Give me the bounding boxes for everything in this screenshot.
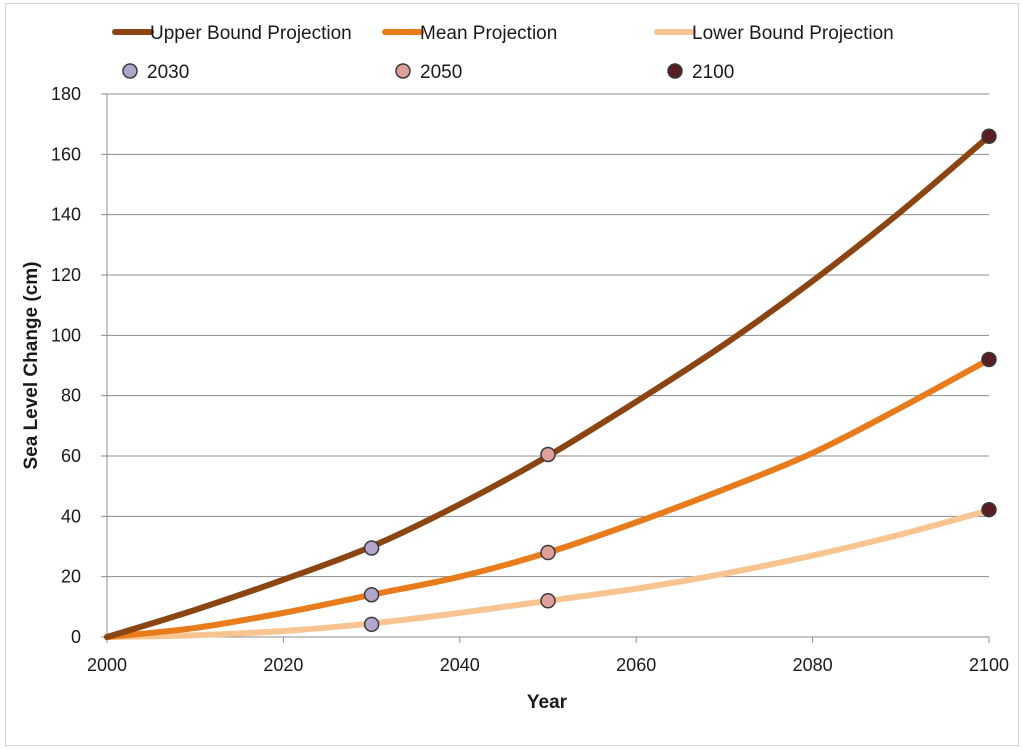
- x-tick-label-2040: 2040: [440, 655, 480, 675]
- y-tick-label-120: 120: [51, 265, 81, 285]
- legend-marker-2030: [122, 63, 138, 79]
- chart-frame: [5, 3, 1019, 746]
- legend-label-upper-bound-projection: Upper Bound Projection: [150, 23, 352, 44]
- legend-label-lower-bound-projection: Lower Bound Projection: [692, 23, 894, 44]
- marker-2050-point-1: [540, 544, 556, 561]
- marker-2030-point-0: [363, 540, 380, 556]
- marker-2100-point-2: [981, 501, 997, 518]
- y-tick-label-140: 140: [51, 205, 81, 225]
- marker-2050-point-0: [540, 446, 556, 463]
- legend-label-mean-projection: Mean Projection: [420, 23, 557, 44]
- legend-label-2100: 2100: [692, 62, 734, 83]
- y-axis-title: Sea Level Change (cm): [21, 261, 42, 469]
- y-tick-label-60: 60: [61, 446, 81, 466]
- x-tick-label-2020: 2020: [263, 655, 303, 675]
- x-tick-label-2100: 2100: [969, 655, 1009, 675]
- y-tick-label-80: 80: [61, 386, 81, 406]
- legend: Upper Bound Projection Mean Projection Low…: [112, 23, 894, 83]
- legend-label-2030: 2030: [147, 62, 189, 83]
- marker-2030-point-2: [363, 616, 380, 633]
- x-tick-label-2060: 2060: [616, 655, 656, 675]
- x-tick-label-2000: 2000: [87, 655, 127, 675]
- y-tick-label-40: 40: [61, 506, 81, 526]
- y-tick-label-180: 180: [51, 84, 81, 104]
- series-lines: [104, 133, 992, 640]
- series-line-upper-bound-projection: [104, 133, 992, 640]
- y-tick-label-160: 160: [51, 144, 81, 164]
- legend-label-2050: 2050: [420, 62, 462, 83]
- y-tick-label-0: 0: [71, 627, 81, 647]
- legend-marker-2050: [395, 63, 411, 79]
- x-axis-title: Year: [527, 692, 568, 713]
- marker-2050-point-2: [540, 593, 556, 609]
- x-tick-label-2080: 2080: [793, 655, 833, 675]
- legend-marker-2100: [667, 63, 683, 79]
- marker-2030-point-1: [363, 587, 380, 603]
- axis-titles: Year Sea Level Change (cm): [21, 261, 568, 713]
- y-tick-label-100: 100: [51, 325, 81, 345]
- marker-2100-point-1: [981, 351, 997, 368]
- y-tick-label-20: 20: [61, 567, 81, 587]
- gridlines: [107, 93, 989, 578]
- marker-2100-point-0: [981, 128, 997, 144]
- marker-points: [363, 128, 997, 633]
